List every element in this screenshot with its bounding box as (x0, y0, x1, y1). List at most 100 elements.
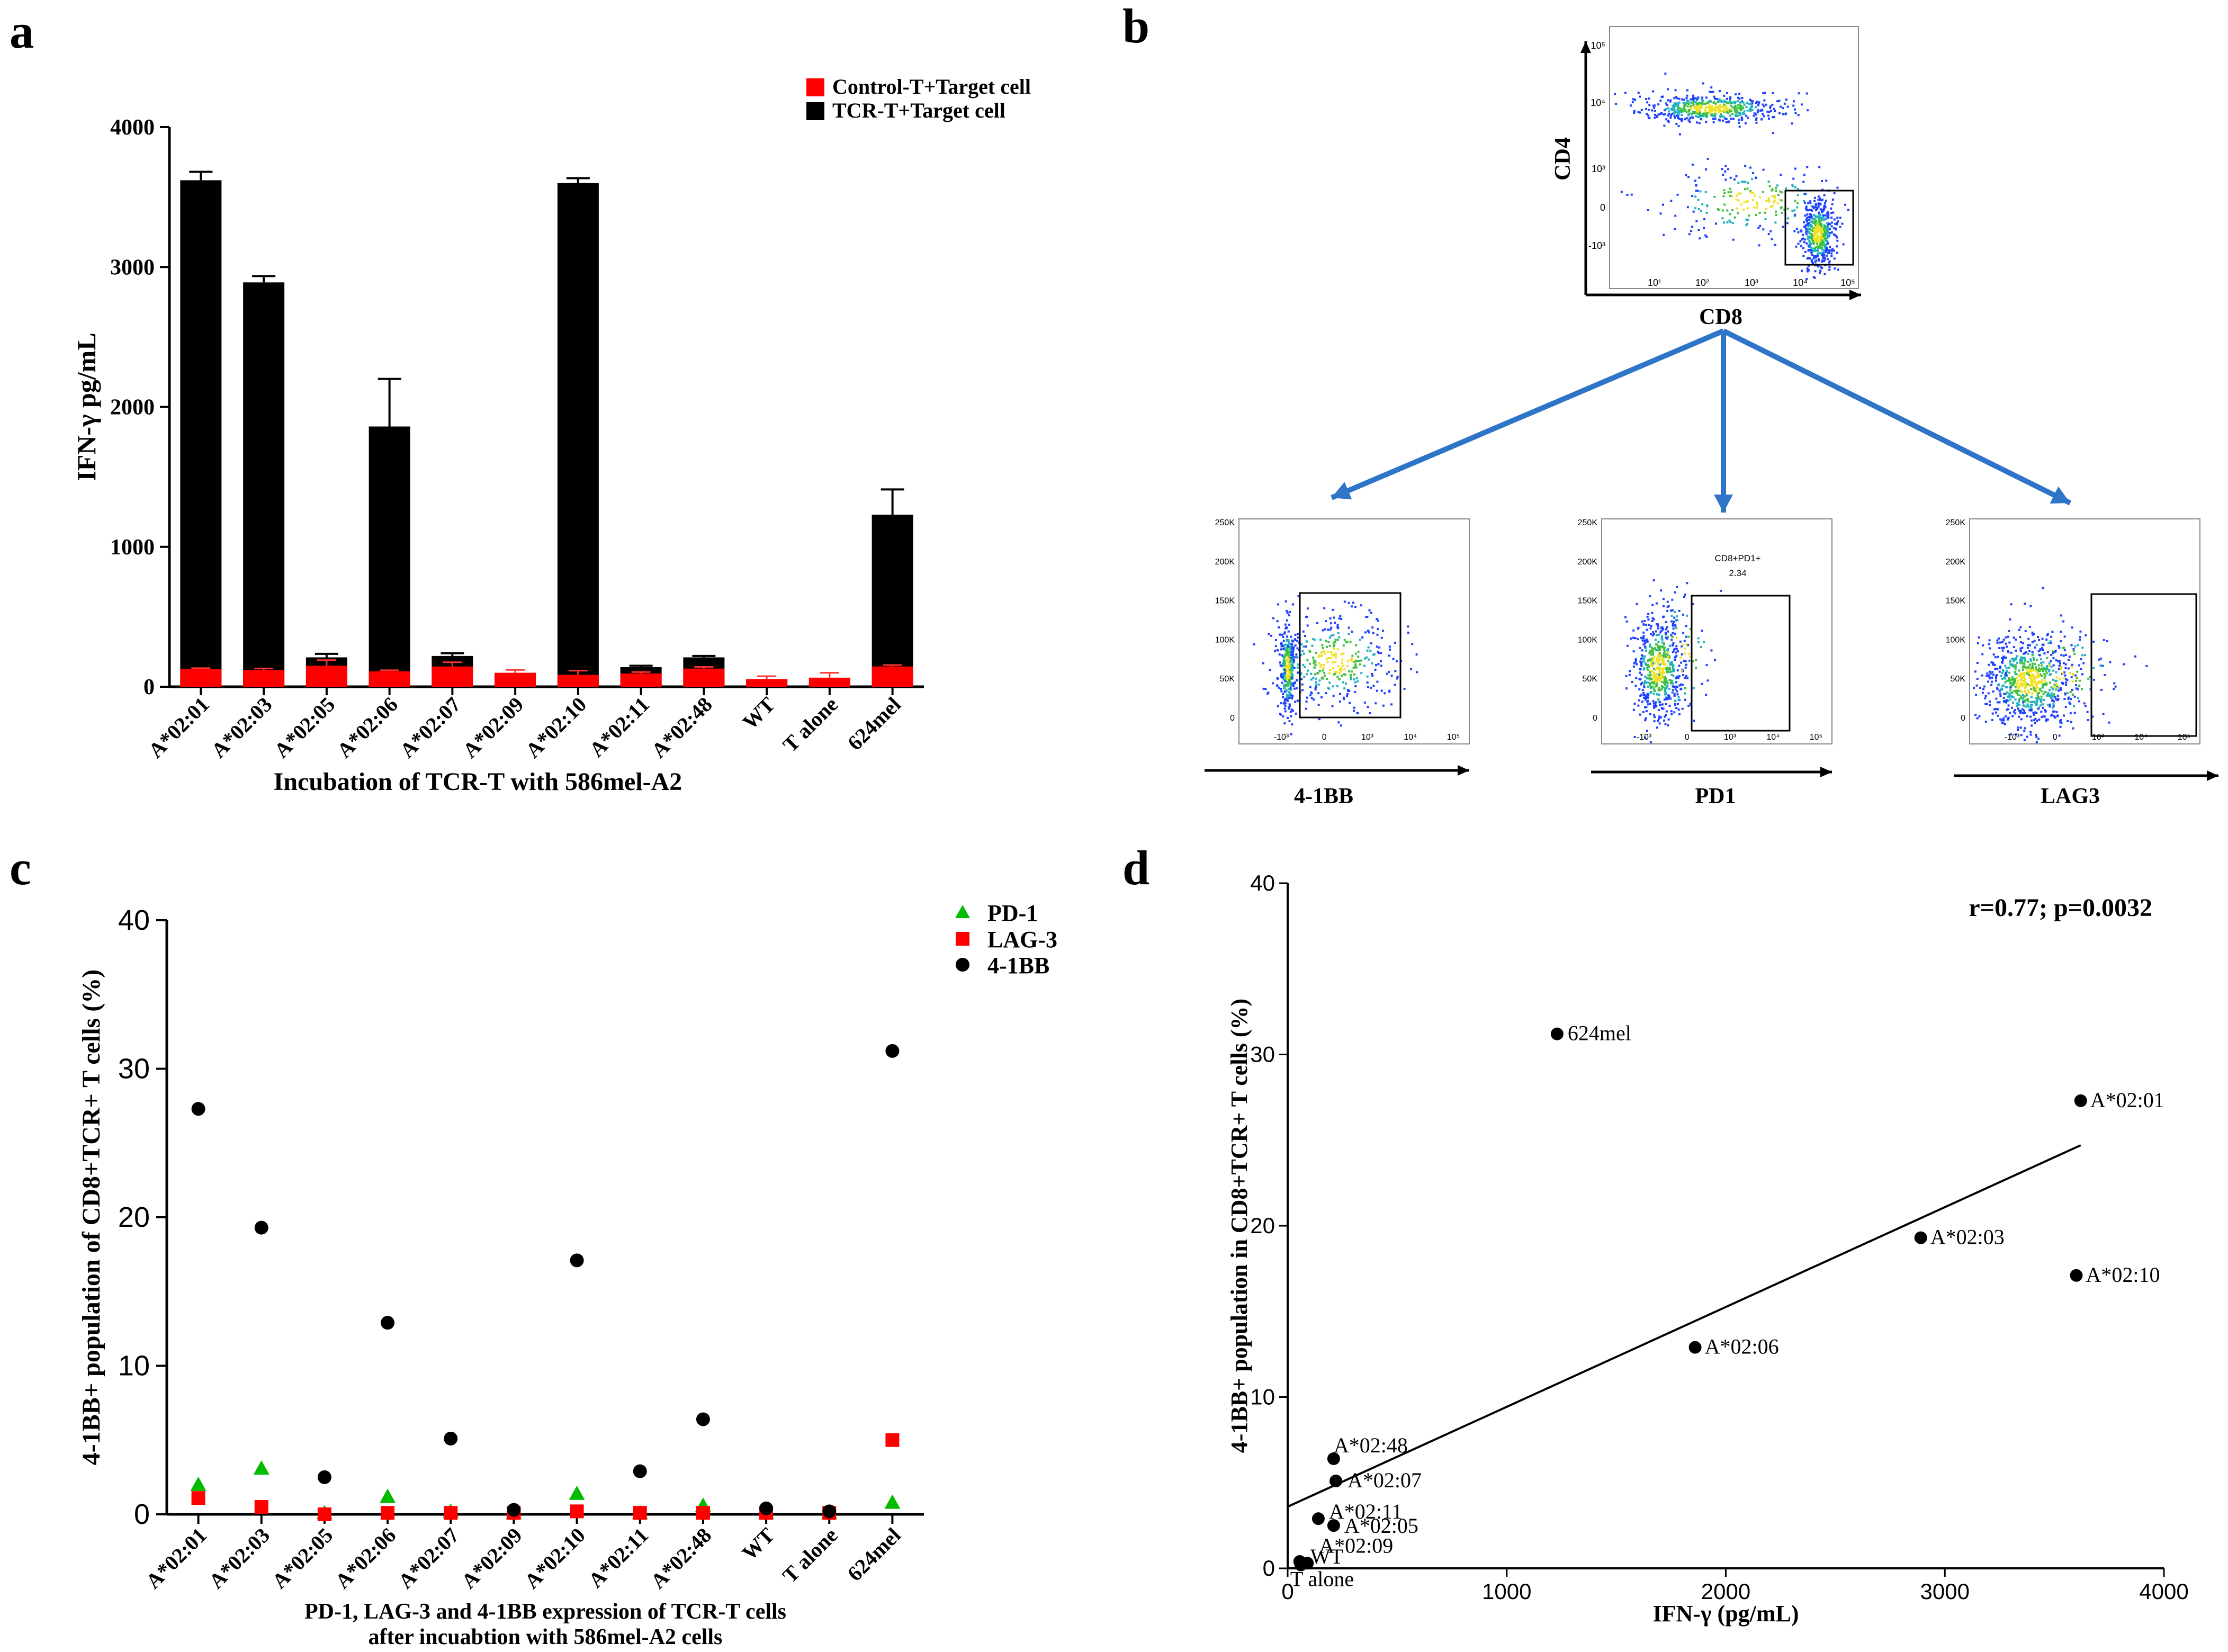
event-dot (1651, 109, 1654, 112)
event-dot (1662, 661, 1665, 663)
event-dot (2087, 677, 2090, 680)
event-dot (1821, 228, 1824, 230)
event-dot (2058, 660, 2061, 662)
event-dot (2036, 700, 2038, 703)
event-dot (2065, 684, 2068, 686)
event-dot (1637, 111, 1640, 113)
event-dot (1290, 670, 1292, 673)
event-dot (2057, 660, 2060, 662)
flow-gate (1299, 592, 1402, 719)
event-dot (1644, 737, 1647, 739)
event-dot (1289, 711, 1292, 713)
event-dot (2037, 653, 2040, 656)
point-label: WT (1310, 1545, 1343, 1568)
event-dot (2100, 688, 2103, 691)
event-dot (1821, 180, 1823, 183)
event-dot (2035, 676, 2037, 679)
y-tick-label: 0 (1593, 714, 1597, 723)
event-dot (1284, 654, 1287, 657)
event-dot (1657, 709, 1660, 712)
event-dot (1694, 97, 1697, 100)
event-dot (1283, 656, 1286, 659)
event-dot (1297, 636, 1299, 639)
event-dot (1755, 121, 1758, 124)
event-dot (1640, 658, 1642, 660)
event-dot (1685, 663, 1687, 666)
event-dot (1709, 91, 1711, 93)
gating-arrowhead (1332, 482, 1352, 500)
event-dot (1304, 635, 1306, 638)
event-dot (1823, 204, 1826, 207)
event-dot (1721, 110, 1724, 112)
event-dot (1814, 209, 1817, 211)
event-dot (1282, 663, 1285, 666)
event-dot (1703, 112, 1706, 115)
event-dot (1655, 683, 1658, 686)
legend-swatch-control (806, 78, 824, 96)
event-dot (1731, 195, 1733, 197)
event-dot (1719, 104, 1721, 106)
event-dot (1812, 243, 1815, 245)
event-dot (1668, 110, 1670, 113)
event-dot (1723, 189, 1726, 192)
event-dot (1741, 108, 1744, 111)
event-dot (1806, 223, 1809, 226)
x-tick-label: 10³ (2092, 733, 2105, 742)
event-dot (1975, 694, 1978, 696)
event-dot (1830, 225, 1833, 228)
event-dot (1323, 663, 1325, 666)
event-dot (1691, 226, 1694, 228)
event-dot (2063, 647, 2065, 649)
event-dot (1729, 195, 1731, 197)
event-dot (1659, 663, 1661, 666)
event-dot (2011, 706, 2014, 709)
event-dot (1823, 236, 1826, 238)
event-dot (1749, 191, 1752, 194)
event-dot (2040, 695, 2043, 698)
event-dot (2005, 672, 2007, 675)
event-dot (1316, 672, 1319, 675)
gate-name-label: CD8+PD1+ (1715, 553, 1761, 563)
event-dot (1642, 623, 1645, 626)
event-dot (1812, 257, 1815, 260)
event-dot (1805, 278, 1808, 281)
event-dot (1289, 669, 1292, 671)
event-dot (1757, 227, 1760, 229)
event-dot (2058, 665, 2061, 667)
event-dot (1380, 660, 1382, 662)
event-dot (1822, 249, 1825, 252)
event-dot (1834, 222, 1837, 225)
event-dot (1343, 668, 1346, 671)
event-dot (1329, 651, 1332, 653)
event-dot (1830, 231, 1833, 234)
event-dot (1814, 226, 1817, 229)
event-dot (1729, 96, 1732, 98)
event-dot (1839, 226, 1841, 228)
event-dot (1290, 696, 1292, 699)
event-dot (1730, 102, 1733, 104)
event-dot (1978, 715, 1981, 718)
event-dot (1793, 230, 1796, 232)
event-dot (1366, 615, 1369, 618)
event-dot (1743, 110, 1746, 113)
event-dot (1695, 115, 1697, 118)
event-dot (2054, 696, 2056, 698)
event-dot (2035, 735, 2038, 738)
event-dot (1806, 267, 1809, 270)
event-dot (1699, 113, 1702, 116)
event-dot (1820, 223, 1823, 226)
event-dot (1735, 105, 1738, 108)
event-dot (1650, 663, 1652, 666)
event-dot (1772, 116, 1774, 119)
event-dot (1283, 632, 1286, 635)
y-tick-label: 250K (1946, 518, 1966, 527)
event-dot (1773, 115, 1775, 118)
event-dot (1725, 121, 1728, 123)
event-dot (2008, 678, 2010, 680)
event-dot (1984, 697, 1987, 699)
event-dot (1676, 193, 1679, 196)
event-dot (1797, 114, 1800, 116)
event-dot (1652, 714, 1655, 716)
event-dot (1287, 662, 1290, 665)
event-dot (2069, 703, 2072, 705)
